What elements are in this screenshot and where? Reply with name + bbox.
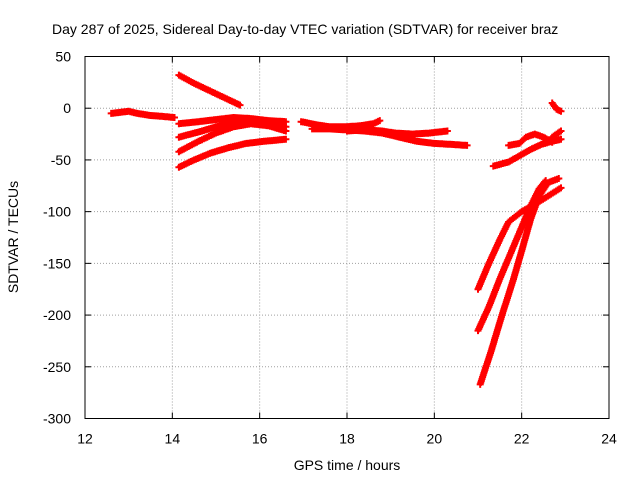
series-s14	[476, 175, 563, 388]
x-tick-label: 20	[427, 431, 443, 447]
y-tick-label: -150	[43, 255, 71, 271]
axis-ticks	[84, 56, 610, 419]
series-s16	[548, 127, 565, 141]
y-tick-label: -300	[43, 411, 71, 427]
series-s15	[548, 99, 565, 115]
x-tick-labels: 12 14 16 18 20 22 24	[77, 431, 617, 447]
series-s9	[308, 125, 471, 149]
x-tick-label: 16	[252, 431, 268, 447]
y-tick-label: -250	[43, 359, 71, 375]
chart-title: Day 287 of 2025, Sidereal Day-to-day VTE…	[52, 21, 558, 37]
x-tick-label: 24	[601, 431, 617, 447]
x-tick-label: 14	[165, 431, 181, 447]
series-s6	[175, 135, 290, 171]
y-axis-label: SDTVAR / TECUs	[5, 181, 21, 293]
x-axis-label: GPS time / hours	[294, 457, 401, 473]
y-tick-label: -100	[43, 204, 71, 220]
series-s2	[175, 71, 244, 109]
series-s11	[505, 130, 556, 149]
data-series	[107, 71, 565, 388]
y-tick-label: 50	[55, 49, 71, 65]
series-s5	[175, 120, 290, 156]
series-s1	[107, 107, 178, 121]
x-tick-label: 12	[77, 431, 93, 447]
y-tick-labels: 50 0 -50 -100 -150 -200 -250 -300	[43, 49, 71, 427]
y-tick-label: -50	[51, 152, 71, 168]
grid-lines	[85, 56, 609, 419]
x-tick-label: 22	[514, 431, 530, 447]
x-tick-label: 18	[339, 431, 355, 447]
y-tick-label: -200	[43, 307, 71, 323]
series-s13	[474, 177, 550, 335]
y-tick-label: 0	[63, 100, 71, 116]
